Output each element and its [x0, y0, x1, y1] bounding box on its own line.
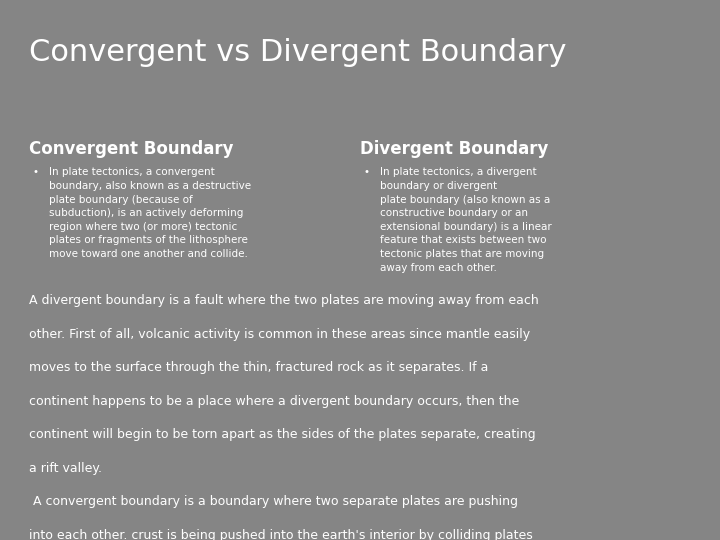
Text: other. First of all, volcanic activity is common in these areas since mantle eas: other. First of all, volcanic activity i…	[29, 328, 530, 341]
Text: •: •	[364, 167, 369, 178]
Text: In plate tectonics, a divergent
boundary or divergent
plate boundary (also known: In plate tectonics, a divergent boundary…	[380, 167, 552, 273]
Text: a rift valley.: a rift valley.	[29, 462, 102, 475]
Text: continent happens to be a place where a divergent boundary occurs, then the: continent happens to be a place where a …	[29, 395, 519, 408]
Text: Convergent Boundary: Convergent Boundary	[29, 140, 233, 158]
Text: Convergent vs Divergent Boundary: Convergent vs Divergent Boundary	[29, 38, 567, 67]
Text: A divergent boundary is a fault where the two plates are moving away from each: A divergent boundary is a fault where th…	[29, 294, 539, 307]
Text: A convergent boundary is a boundary where two separate plates are pushing: A convergent boundary is a boundary wher…	[29, 495, 518, 508]
Text: Divergent Boundary: Divergent Boundary	[360, 140, 549, 158]
Text: moves to the surface through the thin, fractured rock as it separates. If a: moves to the surface through the thin, f…	[29, 361, 488, 374]
Text: •: •	[32, 167, 38, 178]
Text: In plate tectonics, a convergent
boundary, also known as a destructive
plate bou: In plate tectonics, a convergent boundar…	[49, 167, 251, 259]
Text: continent will begin to be torn apart as the sides of the plates separate, creat: continent will begin to be torn apart as…	[29, 428, 536, 441]
Text: into each other. crust is being pushed into the earth's interior by colliding pl: into each other. crust is being pushed i…	[29, 529, 533, 540]
